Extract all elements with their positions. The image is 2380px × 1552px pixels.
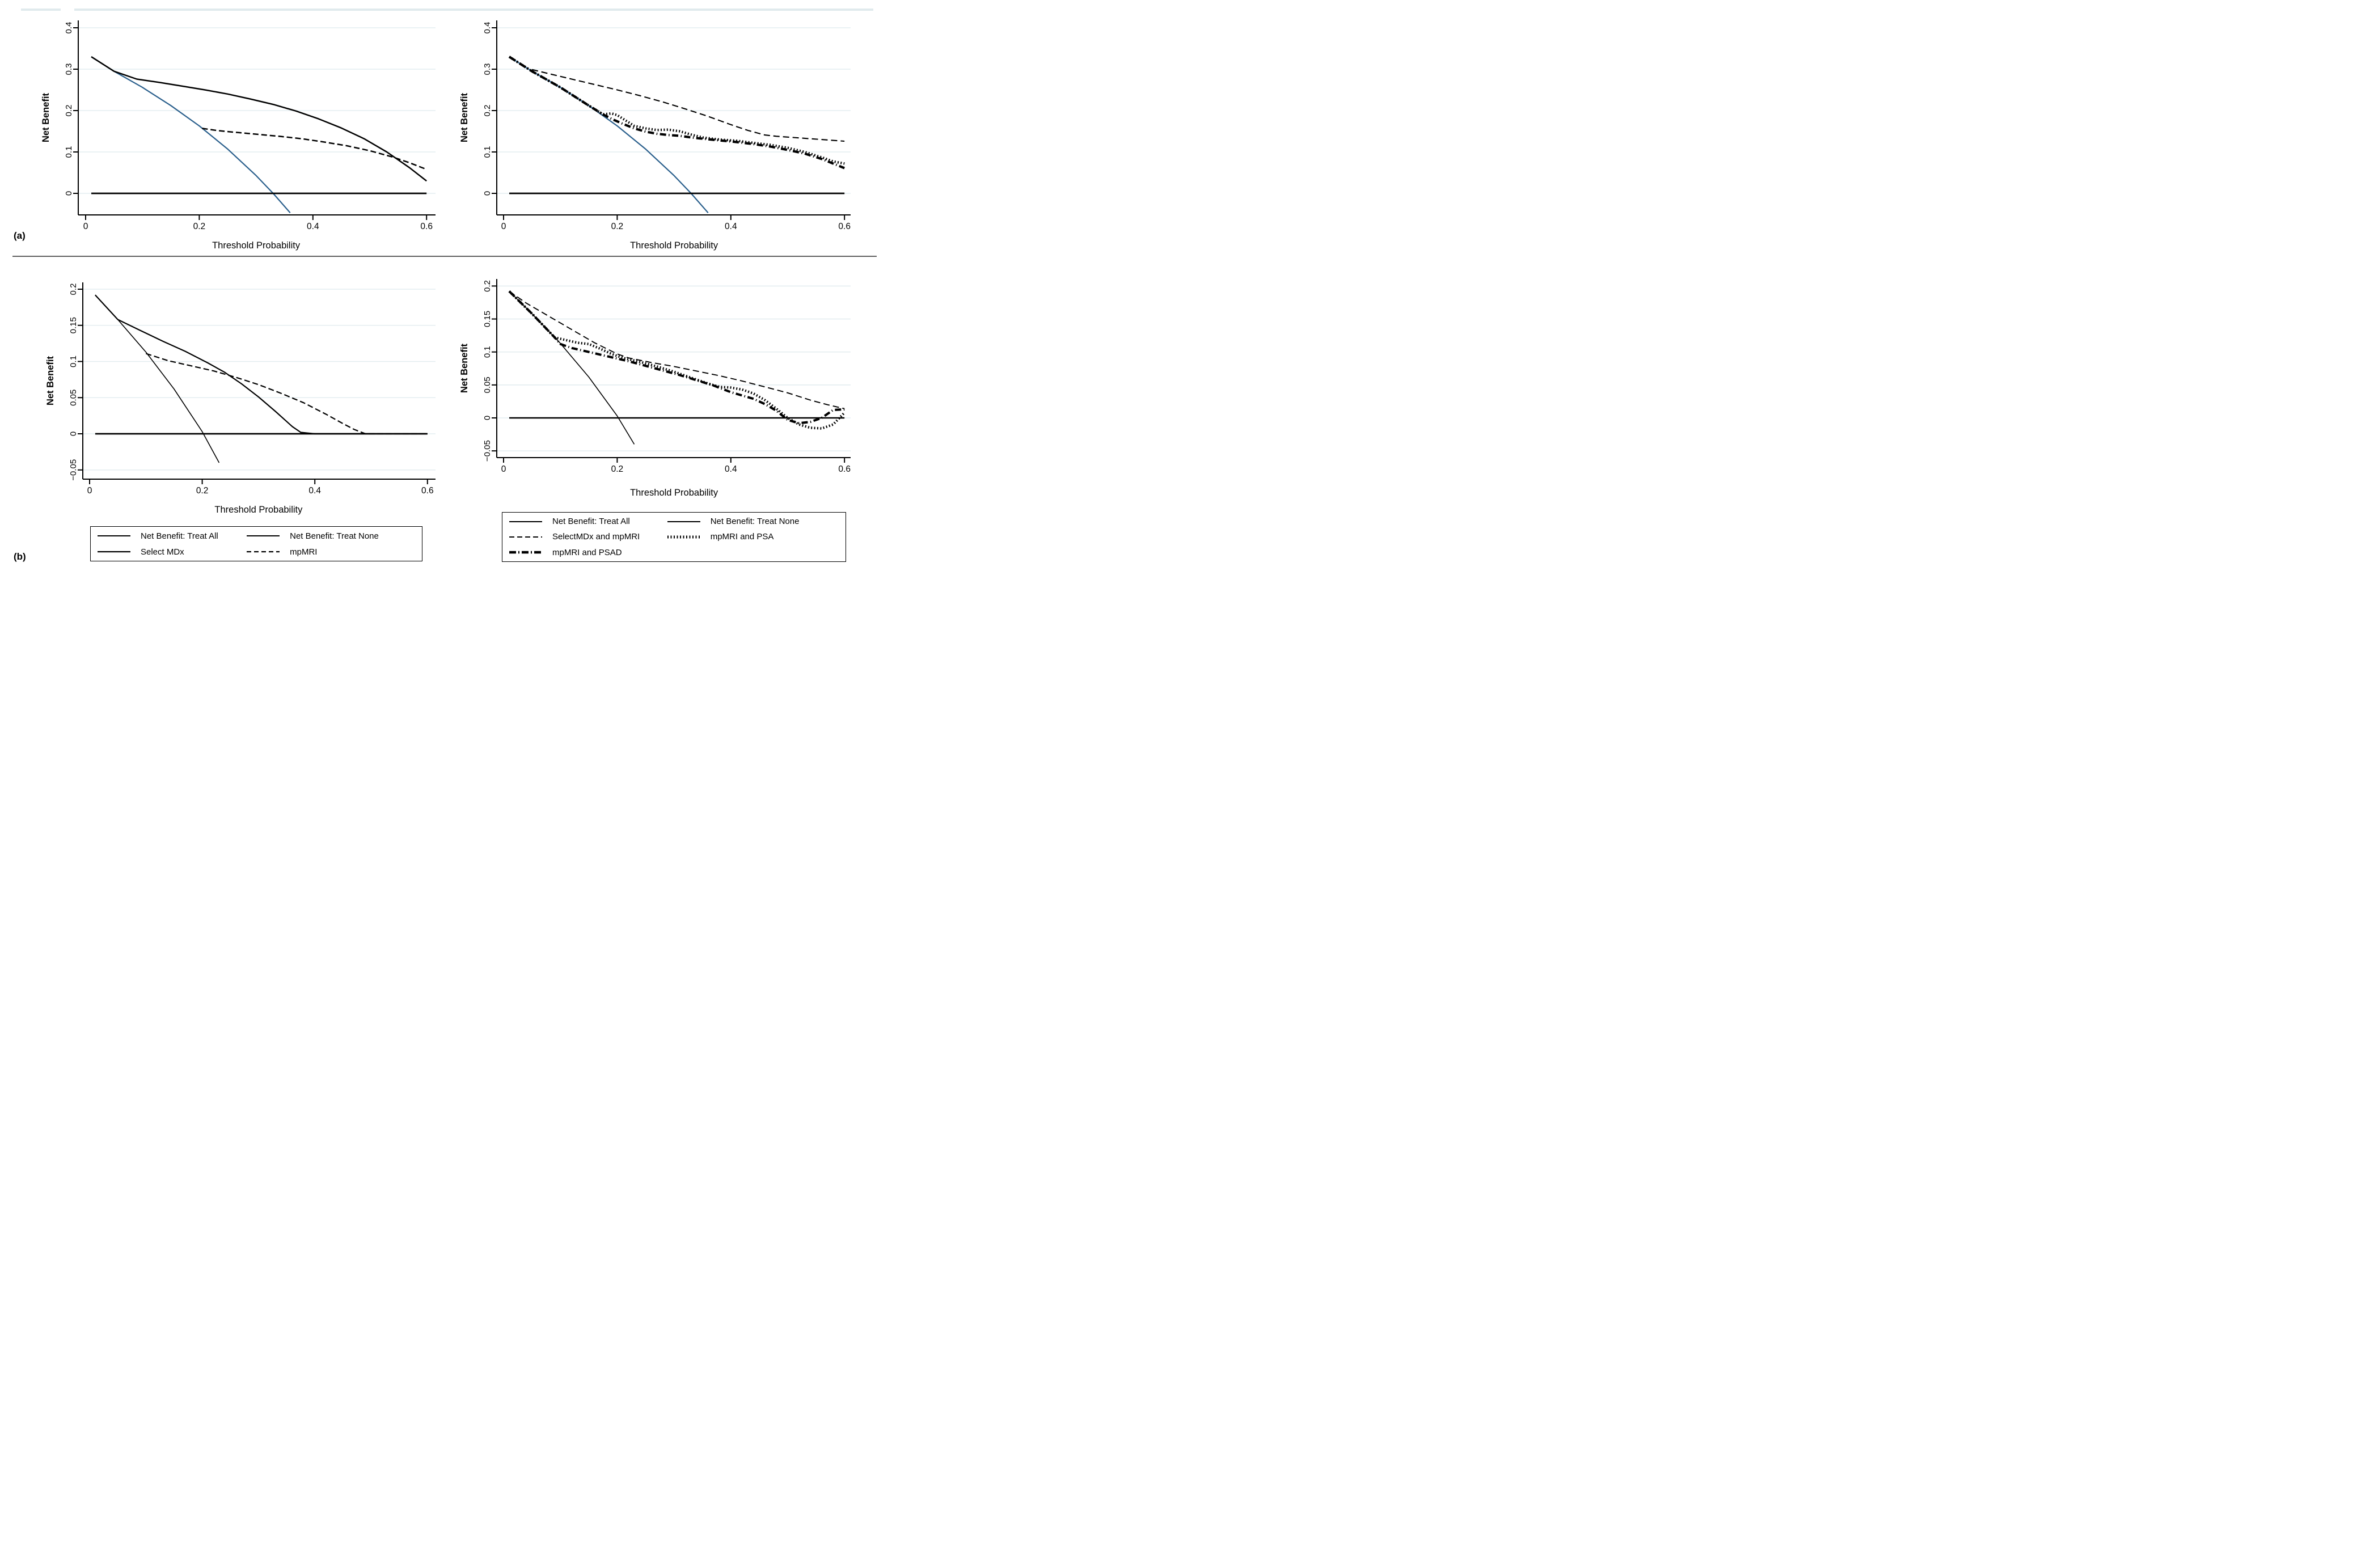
panel-a-label: (a): [14, 230, 26, 241]
x-tick-label: 0.2: [193, 222, 206, 231]
dashed-line-sample-icon: [509, 536, 542, 538]
y-tick-label: 0.4: [64, 22, 74, 34]
legend-item: Net Benefit: Treat None: [664, 514, 842, 529]
solid-line-sample-icon: [98, 551, 130, 553]
dotted-line-sample-icon: [509, 551, 542, 554]
legend-item: mpMRI and PSAD: [506, 545, 664, 560]
y-tick-label: 0.05: [69, 390, 78, 406]
legend-item: SelectMDx and mpMRI: [506, 529, 664, 544]
series-treat-all: [91, 56, 291, 214]
x-tick-label: 0.2: [611, 464, 624, 474]
y-tick-label: 0.4: [483, 22, 492, 34]
legend-item-label: mpMRI and PSAD: [552, 547, 622, 557]
x-tick-label: 0: [501, 222, 506, 231]
legend-item-label: mpMRI: [290, 547, 318, 557]
x-tick-label: 0.6: [421, 486, 434, 496]
x-tick-label: 0.6: [838, 222, 851, 231]
x-axis-title: Threshold Probability: [214, 505, 303, 515]
y-tick-label: −0.05: [483, 440, 492, 462]
y-axis-title: Net Benefit: [41, 92, 51, 142]
solid-line-sample-icon: [247, 535, 280, 536]
x-tick-label: 0.4: [307, 222, 319, 231]
x-tick-label: 0.4: [725, 464, 737, 474]
legend-combined-models: Net Benefit: Treat All Net Benefit: Treat…: [502, 512, 846, 562]
legend-item-label: mpMRI and PSA: [710, 532, 774, 542]
series-mpmri: [202, 128, 427, 170]
solid-line-sample-icon: [509, 521, 542, 522]
x-tick-label: 0.4: [308, 486, 321, 496]
y-tick-label: 0: [483, 191, 492, 196]
y-tick-label: −0.05: [69, 459, 78, 481]
y-tick-label: 0.2: [69, 284, 78, 295]
y-axis-title: Net Benefit: [459, 92, 470, 142]
series-mpmri: [145, 353, 428, 435]
y-tick-label: 0.1: [483, 146, 492, 158]
series-select-mdx: [95, 294, 428, 435]
series-treat-all: [509, 291, 635, 445]
legend-select-mdx: Net Benefit: Treat All Net Benefit: Treat…: [90, 526, 422, 561]
panel-b-label: (b): [14, 551, 26, 562]
series-mpmri-psa: [508, 290, 846, 430]
figure: 0 0.1 0.2 0.3 0.4 0 0.2 0.4 0.6 Threshold Probabi…: [0, 0, 877, 572]
y-tick-label: 0.1: [64, 146, 74, 158]
y-tick-label: 0.1: [483, 346, 492, 358]
y-axis-title: Net Benefit: [459, 343, 470, 393]
dashed-line-sample-icon: [247, 551, 280, 553]
dotted-line-sample-icon: [667, 535, 700, 539]
x-tick-label: 0: [87, 486, 92, 496]
y-tick-label: 0.3: [64, 64, 74, 75]
x-tick-label: 0.6: [838, 464, 851, 474]
x-tick-label: 0.2: [611, 222, 624, 231]
y-tick-label: 0.1: [69, 356, 78, 367]
x-tick-label: 0.4: [725, 222, 737, 231]
y-tick-label: 0.2: [483, 280, 492, 292]
legend-item-label: Net Benefit: Treat None: [710, 517, 800, 527]
legend-item: Net Benefit: Treat All: [94, 528, 243, 544]
y-tick-label: 0.15: [69, 317, 78, 333]
legend-item: Net Benefit: Treat All: [506, 514, 664, 529]
legend-item: mpMRI and PSA: [664, 529, 842, 544]
x-axis-title: Threshold Probability: [630, 488, 718, 498]
x-tick-label: 0.2: [196, 486, 209, 496]
legend-item-label: Net Benefit: Treat All: [552, 517, 630, 527]
legend-item-label: Net Benefit: Treat All: [141, 531, 218, 541]
x-tick-label: 0: [501, 464, 506, 474]
charts-canvas: 0 0.1 0.2 0.3 0.4 0 0.2 0.4 0.6 Threshold Probabi…: [12, 9, 877, 515]
legend-item: Select MDx: [94, 544, 243, 560]
series-mpmri-psa: [508, 56, 845, 165]
x-tick-label: 0: [83, 222, 88, 231]
series-mpmri-psad: [508, 56, 845, 170]
series-select-mdx: [91, 56, 427, 182]
legend-item: Net Benefit: Treat None: [243, 528, 418, 544]
series-selectmdx-mpmri: [531, 69, 845, 142]
y-tick-label: 0: [483, 416, 492, 420]
legend-item-label: Net Benefit: Treat None: [290, 531, 379, 541]
y-tick-label: 0.15: [483, 311, 492, 327]
x-tick-label: 0.6: [420, 222, 433, 231]
y-tick-label: 0.2: [483, 105, 492, 117]
series-selectmdx-mpmri: [509, 290, 845, 409]
solid-line-sample-icon: [667, 521, 700, 522]
legend-item: mpMRI: [243, 544, 418, 560]
series-treat-all: [95, 294, 220, 463]
y-tick-label: 0: [64, 191, 74, 196]
y-tick-label: 0: [69, 432, 78, 436]
y-tick-label: 0.3: [483, 64, 492, 75]
x-axis-title: Threshold Probability: [212, 240, 301, 251]
y-tick-label: 0.05: [483, 377, 492, 393]
y-axis-title: Net Benefit: [45, 356, 56, 405]
y-tick-label: 0.2: [64, 105, 74, 117]
solid-line-sample-icon: [98, 535, 130, 536]
series-mpmri-psad: [508, 290, 845, 425]
legend-item-label: Select MDx: [141, 547, 184, 557]
legend-item-label: SelectMDx and mpMRI: [552, 532, 640, 542]
x-axis-title: Threshold Probability: [630, 240, 718, 251]
